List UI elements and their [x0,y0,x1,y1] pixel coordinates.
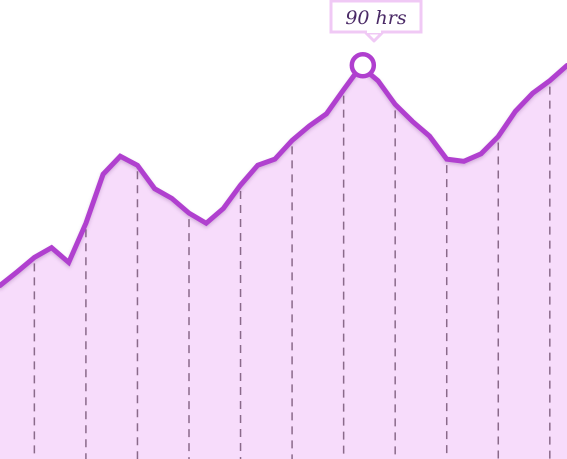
area-fill [0,65,567,459]
tooltip-label: 90 hrs [345,7,407,29]
tooltip: 90 hrs [329,0,423,43]
tooltip-pointer [364,31,384,43]
peak-marker[interactable] [349,52,377,79]
tooltip-box [329,0,423,34]
series-line [0,62,567,288]
